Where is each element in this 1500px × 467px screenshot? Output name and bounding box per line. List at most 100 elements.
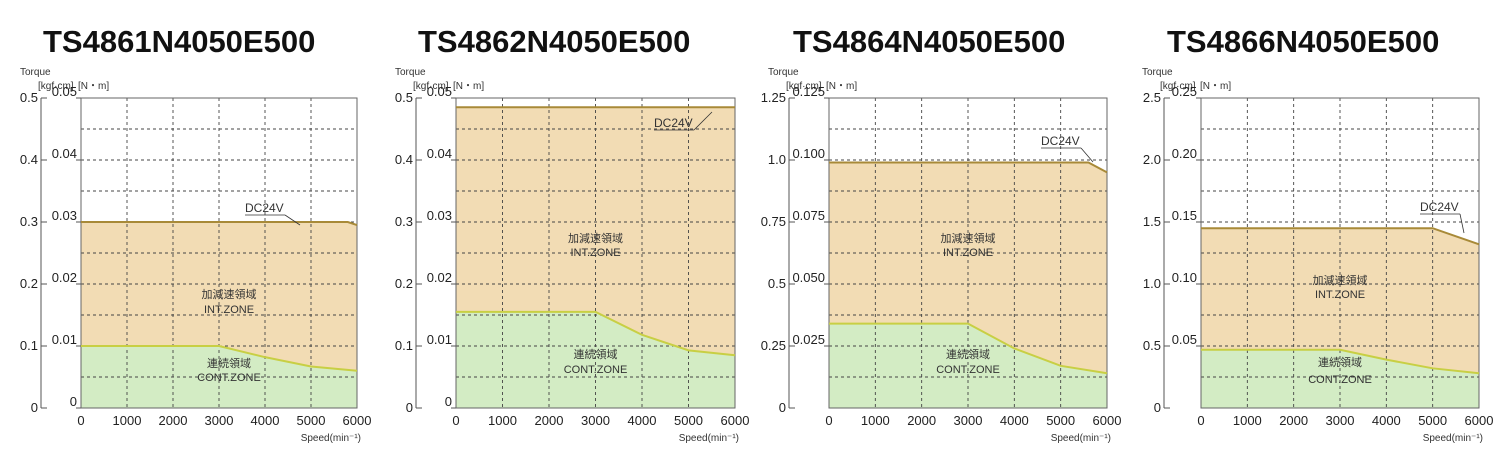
x-tick: 2000 [535, 413, 564, 428]
int-zone-line [829, 161, 1108, 174]
y-axis-label: Torque [768, 67, 799, 78]
y-tick-nm: 0.04 [427, 146, 452, 161]
y-tick-kgf: 0 [779, 400, 786, 415]
x-tick: 1000 [488, 413, 517, 428]
chart-panel: TS4864N4050E500 Torque [kgf·cm] [N・m] 0 0.25 0… [761, 24, 1122, 444]
cont-zone-label-jp: 連続領域 [207, 356, 251, 370]
x-tick: 1000 [861, 413, 890, 428]
y-tick-kgf: 0.5 [1143, 338, 1161, 353]
int-zone-label-jp: 加減速領域 [1313, 273, 1368, 287]
dc-leader-line [1459, 213, 1465, 234]
int-zone-label-jp: 加減速領域 [941, 231, 996, 245]
cont-zone-line [829, 322, 1108, 375]
x-tick: 2000 [1279, 413, 1308, 428]
dc-leader-line [284, 214, 301, 226]
y-unit-right: [N・m] [453, 81, 484, 92]
chart-title: TS4862N4050E500 [418, 24, 690, 59]
x-axis-label: Speed(min⁻¹) [301, 433, 361, 444]
cont-zone-label-en: CONT.ZONE [936, 364, 1000, 376]
y-tick-nm: 0.050 [792, 270, 825, 285]
y-tick-nm: 0.02 [427, 270, 452, 285]
dc-leader-line [693, 111, 713, 131]
y-unit-left: [kgf·cm] [413, 81, 449, 92]
y-unit-left: [kgf·cm] [786, 81, 822, 92]
cont-zone-label-en: CONT.ZONE [1308, 374, 1372, 386]
x-axis-label: Speed(min⁻¹) [1051, 433, 1111, 444]
y-tick-nm: 0.01 [52, 332, 77, 347]
cont-zone-label-jp: 連続領域 [574, 347, 618, 361]
chart-title: TS4864N4050E500 [793, 24, 1065, 59]
chart-title: TS4866N4050E500 [1167, 24, 1439, 59]
int-zone-label-en: INT.ZONE [1315, 289, 1365, 301]
plot-frame [828, 97, 1108, 409]
x-tick: 3000 [205, 413, 234, 428]
y-tick-kgf: 1.0 [1143, 276, 1161, 291]
x-tick: 6000 [1093, 413, 1122, 428]
chart-panel: TS4862N4050E500 Torque [kgf·cm] [N・m] 0 0.1 0.… [395, 24, 750, 444]
x-tick: 6000 [1465, 413, 1494, 428]
y-tick-kgf: 0.5 [395, 90, 413, 105]
y-tick-nm: 0.01 [427, 332, 452, 347]
cont-zone-label-jp: 連続領域 [946, 347, 990, 361]
y-tick-nm: 0.03 [427, 208, 452, 223]
cont-zone-area [456, 311, 735, 408]
y-axis-label: Torque [395, 67, 426, 78]
y-tick-kgf: 0.25 [761, 338, 786, 353]
int-zone-label-en: INT.ZONE [570, 247, 620, 259]
x-tick: 3000 [581, 413, 610, 428]
cont-zone-line [1201, 348, 1480, 375]
plot-frame [80, 97, 358, 409]
x-axis-label: Speed(min⁻¹) [679, 433, 739, 444]
cont-zone-line [456, 310, 736, 357]
y-tick-nm: 0.05 [427, 84, 452, 99]
x-tick: 3000 [954, 413, 983, 428]
y-tick-kgf: 2.5 [1143, 90, 1161, 105]
y-tick-nm: 0 [445, 394, 452, 409]
y-tick-nm: 0.05 [52, 84, 77, 99]
x-tick: 0 [452, 413, 459, 428]
y-tick-kgf: 0 [406, 400, 413, 415]
y-unit-right: [N・m] [78, 81, 109, 92]
x-tick: 0 [77, 413, 84, 428]
y-tick-nm: 0.20 [1172, 146, 1197, 161]
int-zone-label-en: INT.ZONE [943, 247, 993, 259]
y-tick-kgf: 0.4 [20, 152, 38, 167]
y-tick-nm: 0.15 [1172, 208, 1197, 223]
y-unit-left: [kgf·cm] [1160, 81, 1196, 92]
y-tick-nm: 0.05 [1172, 332, 1197, 347]
y-tick-nm: 0.04 [52, 146, 77, 161]
y-tick-kgf: 0 [1154, 400, 1161, 415]
y-tick-nm: 0.25 [1172, 84, 1197, 99]
y-tick-nm: 0.03 [52, 208, 77, 223]
dc-leader-line [1080, 147, 1094, 163]
y-tick-kgf: 0.1 [20, 338, 38, 353]
y-tick-kgf: 0.5 [20, 90, 38, 105]
cont-zone-label-en: CONT.ZONE [564, 364, 628, 376]
y-tick-kgf: 1.25 [761, 90, 786, 105]
x-tick: 1000 [113, 413, 142, 428]
int-zone-label-jp: 加減速領域 [568, 231, 623, 245]
y-tick-kgf: 0.1 [395, 338, 413, 353]
y-unit-right: [N・m] [826, 81, 857, 92]
chart-panel: TS4866N4050E500 Torque [kgf·cm] [N・m] 0 0.5 1.… [1142, 24, 1493, 444]
x-tick: 2000 [907, 413, 936, 428]
int-zone-line [1201, 227, 1480, 246]
x-tick: 5000 [674, 413, 703, 428]
y-unit-left: [kgf·cm] [38, 81, 74, 92]
y-tick-nm: 0.100 [792, 146, 825, 161]
x-tick: 6000 [343, 413, 372, 428]
chart-title: TS4861N4050E500 [43, 24, 315, 59]
y-axis-label: Torque [20, 67, 51, 78]
cont-zone-area [829, 323, 1107, 408]
cont-zone-line [81, 345, 358, 372]
dc-voltage-label: DC24V [1041, 134, 1080, 148]
plot-frame [1200, 97, 1480, 409]
y-tick-kgf: 2.0 [1143, 152, 1161, 167]
x-tick: 1000 [1233, 413, 1262, 428]
y-axis-label: Torque [1142, 67, 1173, 78]
y-tick-kgf: 1.5 [1143, 214, 1161, 229]
y-tick-nm: 0.025 [792, 332, 825, 347]
y-tick-kgf: 0 [31, 400, 38, 415]
x-tick: 5000 [1418, 413, 1447, 428]
y-tick-nm: 0.075 [792, 208, 825, 223]
